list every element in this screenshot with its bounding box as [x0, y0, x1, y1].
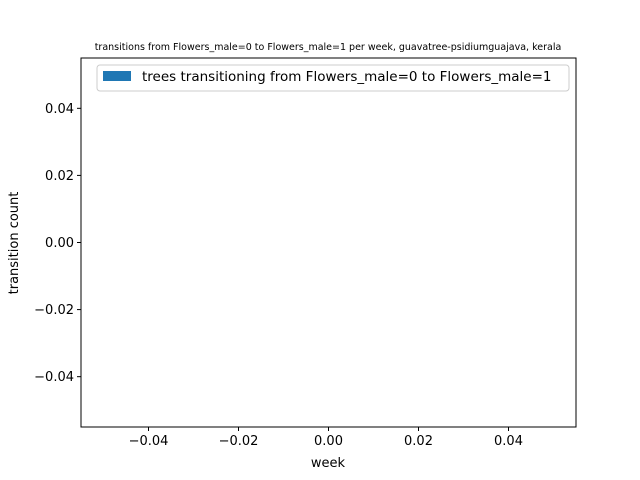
legend-box [96, 64, 570, 92]
y-tick-label: 0.00 [45, 236, 74, 251]
plot-area-frame [80, 57, 577, 428]
x-tick-label: −0.04 [129, 434, 169, 449]
x-tick-label: 0.02 [404, 434, 433, 449]
legend-label: trees transitioning from Flowers_male=0 … [142, 69, 551, 85]
y-axis-ticks: −0.04 −0.02 0.00 0.02 0.04 [34, 102, 81, 385]
x-axis-label: week [311, 456, 346, 471]
x-tick-label: 0.00 [314, 434, 343, 449]
x-axis-ticks: −0.04 −0.02 0.00 0.02 0.04 [129, 427, 523, 449]
x-tick-label: −0.02 [219, 434, 259, 449]
y-tick-label: −0.02 [34, 303, 74, 318]
x-tick-label: 0.04 [494, 434, 523, 449]
y-tick-label: −0.04 [34, 370, 74, 385]
chart-title: transitions from Flowers_male=0 to Flowe… [95, 42, 562, 53]
y-tick-label: 0.02 [45, 169, 74, 184]
y-tick-label: 0.04 [45, 102, 74, 117]
legend-swatch [103, 71, 131, 81]
y-axis-label: transition count [7, 192, 22, 295]
legend: trees transitioning from Flowers_male=0 … [96, 64, 570, 92]
